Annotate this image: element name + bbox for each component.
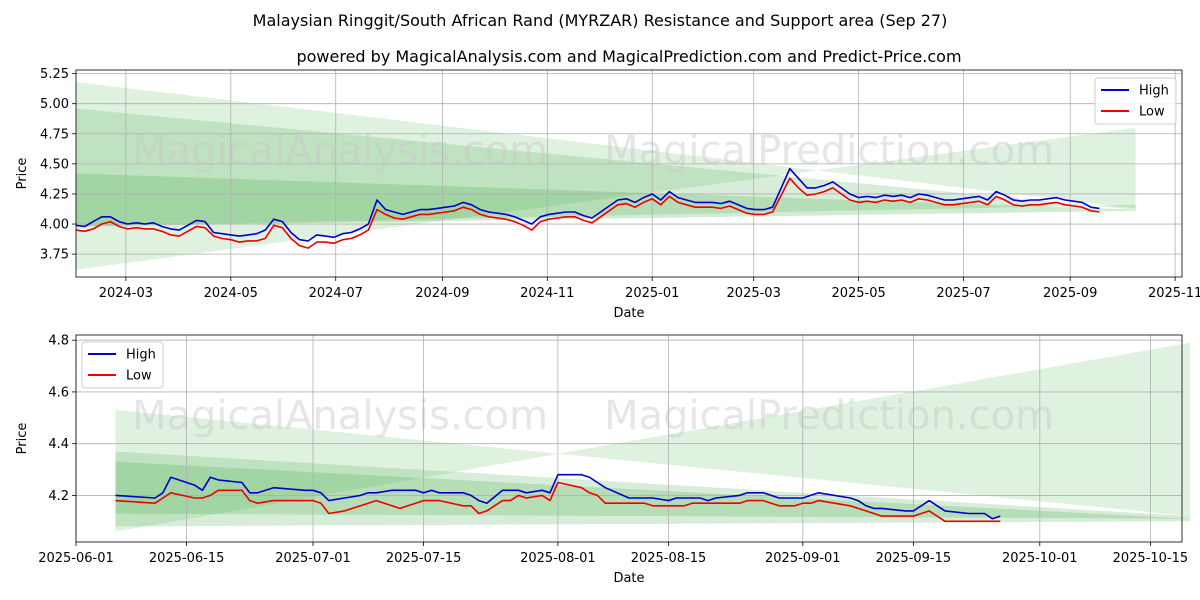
x-axis-label: Date xyxy=(613,306,644,321)
x-tick-label: 2025-10-01 xyxy=(1002,551,1078,566)
chart-title: Malaysian Ringgit/South African Rand (MY… xyxy=(253,11,948,30)
y-tick-label: 4.00 xyxy=(40,218,69,233)
y-tick-label: 5.00 xyxy=(40,97,69,112)
x-axis-label: Date xyxy=(613,571,644,586)
x-tick-label: 2025-10-15 xyxy=(1113,551,1189,566)
x-tick-label: 2025-05 xyxy=(831,286,885,301)
x-tick-label: 2025-11 xyxy=(1148,286,1200,301)
x-tick-label: 2024-03 xyxy=(99,286,153,301)
legend-label-high: High xyxy=(126,348,156,363)
plot-frame xyxy=(75,69,1183,278)
x-tick-label: 2025-07-15 xyxy=(386,551,462,566)
x-tick-label: 2025-08-01 xyxy=(520,551,596,566)
top-chart: MagicalAnalysis.com MagicalPrediction.com… xyxy=(15,67,1200,321)
support-resistance-band xyxy=(76,82,1136,270)
watermark: MagicalAnalysis.com xyxy=(132,128,548,174)
support-resistance-band xyxy=(115,342,1190,532)
x-tick-label: 2025-03 xyxy=(727,286,781,301)
x-tick-label: 2025-06-01 xyxy=(38,551,114,566)
legend: High Low xyxy=(81,341,164,389)
watermark: MagicalPrediction.com xyxy=(604,128,1054,174)
x-tick-label: 2025-06-15 xyxy=(149,551,225,566)
x-tick-label: 2025-09-15 xyxy=(876,551,952,566)
x-tick-label: 2025-07 xyxy=(936,286,990,301)
y-tick-label: 4.6 xyxy=(48,385,69,400)
legend-label-high: High xyxy=(1139,84,1169,99)
support-resistance-band xyxy=(115,461,1190,519)
watermark: MagicalAnalysis.com xyxy=(132,393,548,439)
series-line-low xyxy=(115,481,1001,523)
y-tick-label: 4.25 xyxy=(40,187,69,202)
plot-frame xyxy=(75,334,1183,543)
x-tick-label: 2024-11 xyxy=(520,286,574,301)
legend-label-low: Low xyxy=(1139,105,1165,120)
x-tick-label: 2025-09-01 xyxy=(765,551,841,566)
bottom-chart: MagicalAnalysis.com MagicalPrediction.com… xyxy=(15,334,1190,586)
x-tick-label: 2025-01 xyxy=(625,286,679,301)
chart-subtitle: powered by MagicalAnalysis.com and Magic… xyxy=(296,47,961,66)
x-tick-label: 2024-07 xyxy=(309,286,363,301)
y-tick-label: 4.8 xyxy=(48,334,69,349)
y-axis-label: Price xyxy=(15,423,30,455)
x-tick-label: 2025-09 xyxy=(1043,286,1097,301)
y-tick-label: 3.75 xyxy=(40,248,69,263)
series-line-high xyxy=(115,473,1001,520)
series-line-low xyxy=(75,177,1100,249)
x-tick-label: 2025-07-01 xyxy=(275,551,351,566)
legend-label-low: Low xyxy=(126,369,152,384)
y-tick-label: 4.75 xyxy=(40,127,69,142)
support-resistance-band xyxy=(76,173,1136,227)
watermark: MagicalPrediction.com xyxy=(604,393,1054,439)
x-tick-label: 2024-05 xyxy=(204,286,258,301)
series-line-high xyxy=(75,167,1100,242)
x-tick-label: 2025-08-15 xyxy=(631,551,707,566)
support-resistance-band xyxy=(115,451,1190,527)
y-tick-label: 5.25 xyxy=(40,67,69,82)
legend: High Low xyxy=(1094,77,1177,125)
y-tick-label: 4.4 xyxy=(48,437,69,452)
y-tick-label: 4.2 xyxy=(48,489,69,504)
y-axis-label: Price xyxy=(15,158,30,190)
y-tick-label: 4.50 xyxy=(40,157,69,172)
x-tick-label: 2024-09 xyxy=(415,286,469,301)
